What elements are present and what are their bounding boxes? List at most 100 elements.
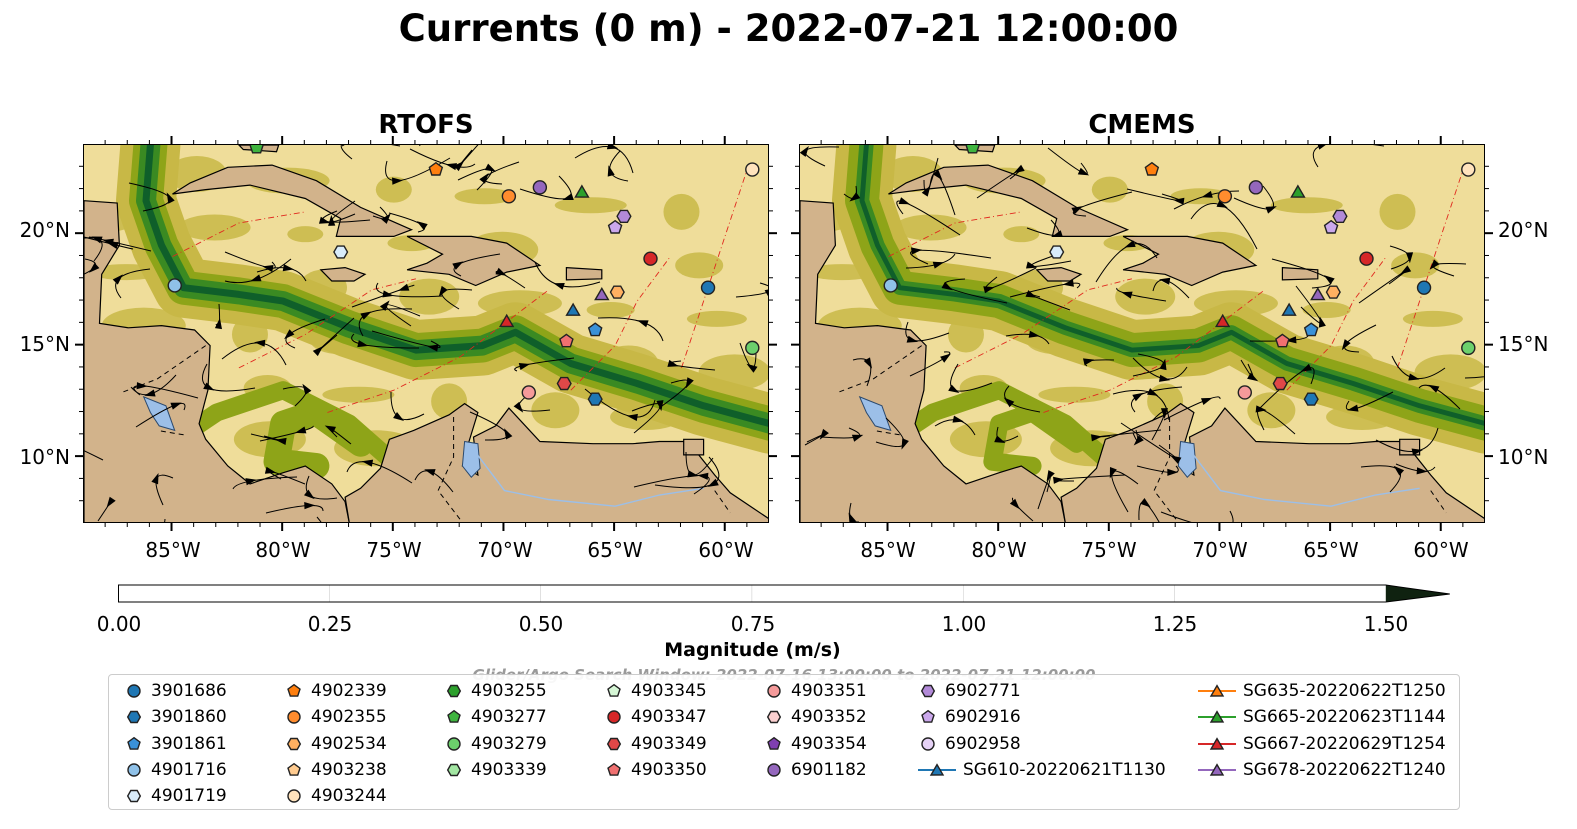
argo-float-marker [1416,280,1432,295]
axis-ticks [75,136,1493,531]
legend-label: 3901861 [151,734,227,754]
legend-item: 6902771 [917,678,1021,704]
legend-item: SG678-20220622T1240 [1197,757,1446,783]
legend-item: 4903238 [283,757,387,783]
colorbar-tick-label: 0.75 [730,612,776,636]
float-legend-swatch [766,710,782,724]
legend-label: 4903351 [791,681,867,701]
legend-item: 6901182 [763,757,867,783]
glider-legend-swatch [1198,737,1236,750]
legend-item: 4903345 [603,678,707,704]
x-tick-label: 60°W [1413,538,1469,562]
legend-label: 4901716 [151,760,227,780]
float-legend-swatch [127,763,141,777]
legend-item: 4901716 [123,757,227,783]
legend-item: 4903339 [443,757,547,783]
argo-float-marker [167,278,182,293]
float-legend-swatch [606,737,622,751]
argo-float-marker [587,392,603,406]
legend-item: 3901686 [123,678,227,704]
x-tick-label: 60°W [698,538,754,562]
float-legend-swatch [447,737,461,751]
legend-label: 6902958 [945,734,1021,754]
argo-float-marker [1237,385,1252,400]
legend-label: 3901686 [151,681,227,701]
glider-marker [1290,184,1306,198]
argo-float-marker [1325,285,1341,299]
legend-label: 4903255 [471,681,547,701]
argo-float-marker [607,219,623,234]
float-legend-swatch [126,789,142,803]
float-legend-swatch [920,684,936,698]
glider-marker [1281,302,1297,316]
glider-legend-swatch [1198,763,1236,776]
y-tick-label-right: 15°N [1498,332,1549,356]
float-legend-swatch [607,683,621,697]
float-legend-swatch [287,710,301,724]
argo-float-marker [333,245,349,259]
colorbar [118,584,1450,603]
legend-item: 4903352 [763,704,867,730]
x-tick-label: 75°W [1081,538,1137,562]
float-legend-swatch [286,737,302,751]
float-legend-swatch [767,736,781,750]
legend: 3901686 3901860 3901861 4901716 4901719 49023… [108,674,1460,810]
argo-float-marker [1303,322,1319,337]
argo-float-marker [965,145,980,154]
float-legend-swatch [446,684,462,698]
legend-label: SG667-20220629T1254 [1243,734,1446,754]
x-tick-label: 80°W [255,538,311,562]
argo-float-marker [1272,376,1288,391]
colorbar-label: Magnitude (m/s) [664,639,841,661]
y-tick-label-left: 10°N [19,445,70,469]
legend-item: 4903350 [603,757,707,783]
float-legend-swatch [447,709,461,723]
argo-float-marker [1275,333,1290,348]
float-legend-swatch [287,683,301,697]
colorbar-tick-label: 1.25 [1152,612,1198,636]
legend-label: 4903244 [311,786,387,806]
float-legend-swatch [607,762,621,776]
legend-item: 4903244 [283,783,387,809]
argo-float-marker [745,162,760,177]
legend-item: 4902534 [283,731,387,757]
legend-item: 4903351 [763,678,867,704]
float-legend-swatch [126,710,142,724]
float-legend-swatch [607,710,621,724]
glider-marker [1214,313,1231,328]
legend-item: 4903354 [763,731,867,757]
glider-legend-swatch [1198,710,1236,723]
argo-float-marker [1461,340,1476,356]
legend-item: SG665-20220623T1144 [1197,704,1446,730]
glider-legend-swatch [918,763,956,776]
legend-item: 3901861 [123,731,227,757]
float-legend-swatch [921,709,935,723]
legend-label: 4903352 [791,707,867,727]
argo-float-marker [1049,245,1065,259]
argo-float-marker [249,145,264,154]
figure-title: Currents (0 m) - 2022-07-21 12:00:00 [398,7,1179,50]
legend-label: SG678-20220622T1240 [1243,760,1446,780]
legend-label: 4902339 [311,681,387,701]
legend-label: 6902771 [945,681,1021,701]
argo-float-marker [1144,161,1160,176]
legend-label: 4903238 [311,760,387,780]
argo-float-marker [1217,189,1233,204]
argo-float-marker [521,385,536,400]
legend-label: SG610-20220621T1130 [963,760,1166,780]
map-svg [800,145,1484,522]
glider-marker [594,287,610,301]
float-legend-swatch [287,762,301,776]
y-tick-label-left: 20°N [19,218,70,242]
legend-item: 4902339 [283,678,387,704]
argo-float-marker [1332,209,1348,224]
legend-label: 4903277 [471,707,547,727]
glider-marker [498,313,515,328]
panel-title-rtofs: RTOFS [378,110,474,140]
argo-float-marker [1303,392,1319,406]
map-svg [84,145,768,522]
x-tick-label: 65°W [587,538,643,562]
legend-item: 4903255 [443,678,547,704]
argo-float-marker [556,376,572,391]
glider-marker [574,184,590,198]
